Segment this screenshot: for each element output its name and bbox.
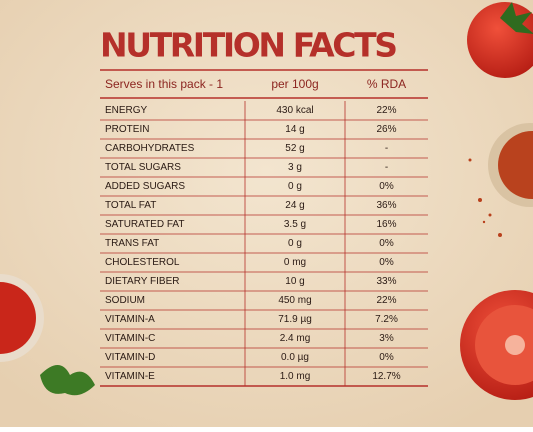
cell: TOTAL FAT	[105, 200, 156, 211]
cell: 0%	[379, 238, 394, 249]
cell: 24 g	[285, 200, 304, 211]
cell: CARBOHYDRATES	[105, 143, 195, 154]
cell: 16%	[376, 219, 396, 230]
cell: 3%	[379, 333, 394, 344]
cell: 22%	[376, 105, 396, 116]
cell: ENERGY	[105, 105, 148, 116]
cell: 450 mg	[278, 295, 311, 306]
cell: VITAMIN-A	[105, 314, 155, 325]
cell: 0%	[379, 181, 394, 192]
cell: 430 kcal	[276, 105, 313, 116]
cell: 36%	[376, 200, 396, 211]
cell: ADDED SUGARS	[105, 181, 185, 192]
cell: DIETARY FIBER	[105, 276, 179, 287]
cell: SODIUM	[105, 295, 145, 306]
cell: 71.9 µg	[278, 314, 312, 325]
cell: 22%	[376, 295, 396, 306]
cell: 7.2%	[375, 314, 398, 325]
cell: 2.4 mg	[280, 333, 311, 344]
title: NUTRITION FACTS	[100, 26, 398, 65]
cell: VITAMIN-E	[105, 371, 155, 382]
cell: SATURATED FAT	[105, 219, 184, 230]
cell: -	[385, 162, 388, 173]
cell: 1.0 mg	[280, 371, 311, 382]
cell: 3.5 g	[284, 219, 306, 230]
cell: 10 g	[285, 276, 304, 287]
cell: 33%	[376, 276, 396, 287]
cell: 52 g	[285, 143, 304, 154]
cell: 14 g	[285, 124, 304, 135]
cell: 12.7%	[372, 371, 400, 382]
cell: VITAMIN-C	[105, 333, 155, 344]
cell: 0.0 µg	[281, 352, 309, 363]
cell: TRANS FAT	[105, 238, 159, 249]
cell: VITAMIN-D	[105, 352, 155, 363]
cell: 0 g	[288, 181, 302, 192]
cell: 0%	[379, 352, 394, 363]
cell: 26%	[376, 124, 396, 135]
cell: PROTEIN	[105, 124, 149, 135]
header-cell: % RDA	[367, 77, 406, 91]
header-cell: Serves in this pack - 1	[105, 77, 223, 91]
cell: 3 g	[288, 162, 302, 173]
cell: CHOLESTEROL	[105, 257, 180, 268]
cell: 0 mg	[284, 257, 306, 268]
cell: 0 g	[288, 238, 302, 249]
decoration	[0, 2, 533, 400]
cell: -	[385, 143, 388, 154]
cell: TOTAL SUGARS	[105, 162, 181, 173]
cell: 0%	[379, 257, 394, 268]
header-cell: per 100g	[271, 77, 318, 91]
